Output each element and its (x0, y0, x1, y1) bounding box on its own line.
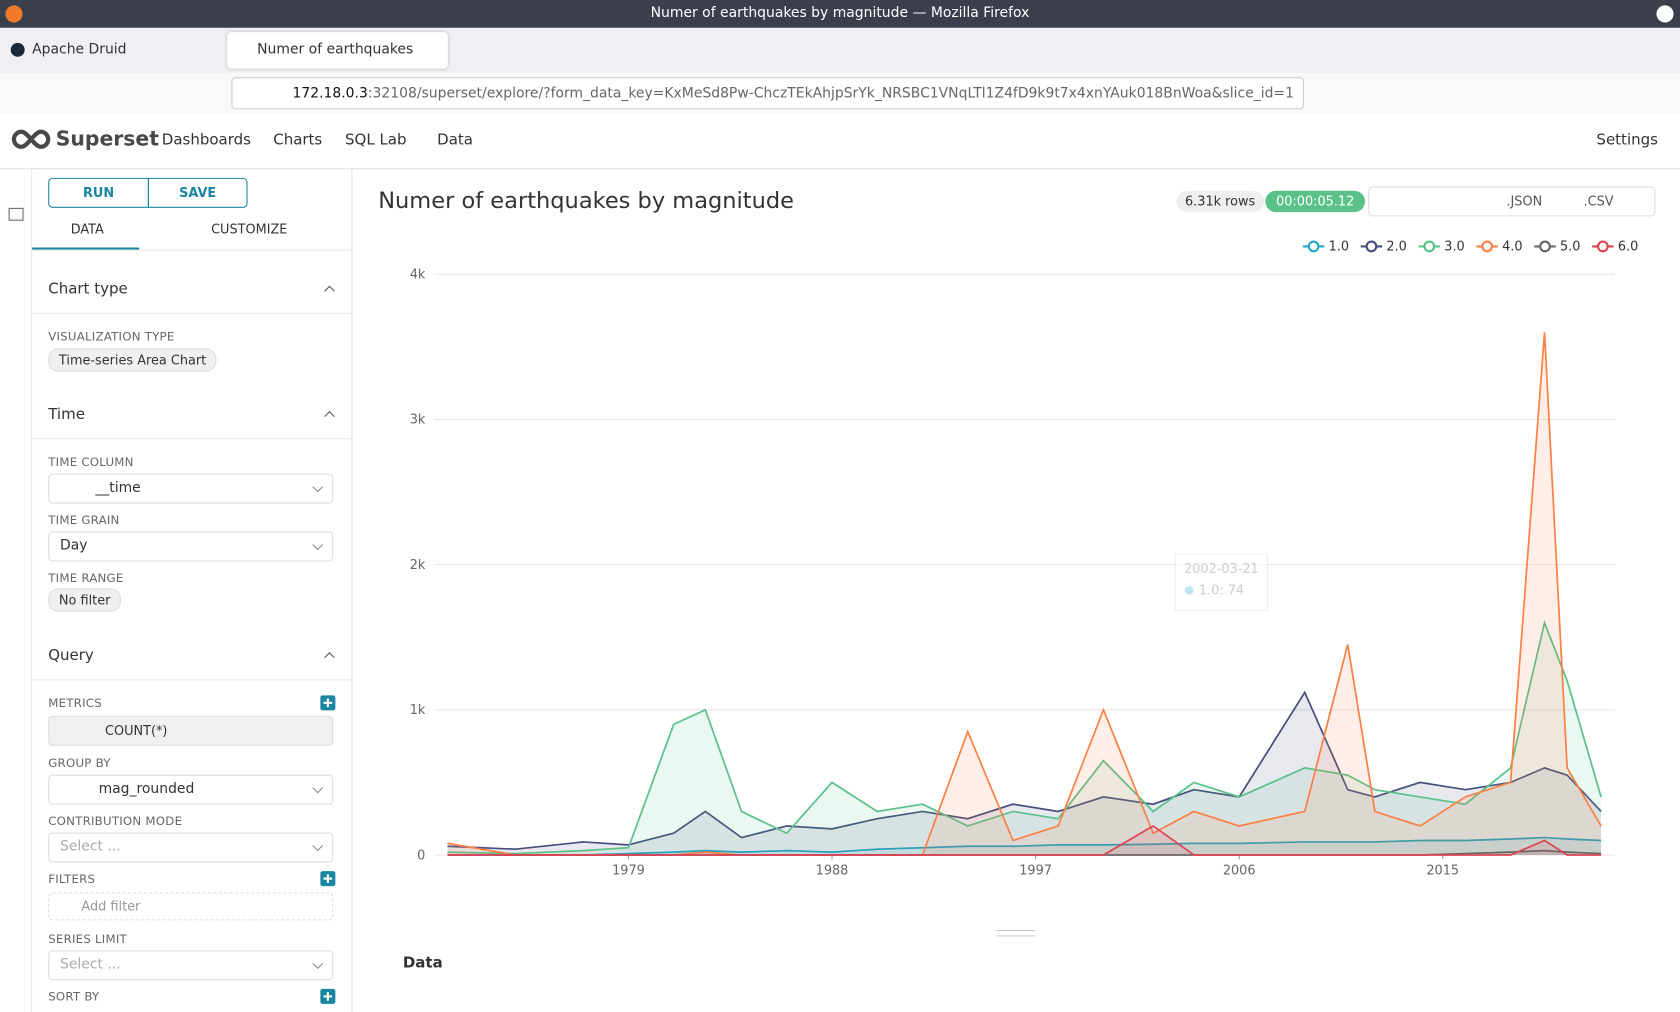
add-filter-button[interactable] (320, 871, 335, 886)
logo (10, 128, 53, 152)
field-label: GROUP BY (48, 756, 110, 770)
legend-label: 6.0 (1618, 240, 1638, 255)
url-host: 172.18.0.3 (293, 86, 368, 102)
tooltip-date: 2002-03-21 (1184, 562, 1259, 577)
row-count: 6.31k rows (1176, 191, 1263, 212)
nav-item[interactable]: SQL Lab (345, 132, 407, 149)
section-title[interactable]: Query (48, 647, 94, 664)
app-nav: Superset Dashboards Charts SQL Lab Data … (0, 114, 1680, 170)
tab-title: Apache Druid (32, 42, 126, 58)
viz-type[interactable]: Time-series Area Chart (48, 348, 217, 372)
nav-item[interactable]: Data (437, 132, 473, 149)
window-title: Numer of earthquakes by magnitude — Mozi… (0, 5, 1680, 21)
url-bar[interactable]: 172.18.0.3:32108/superset/explore/?form_… (231, 77, 1304, 109)
panel-tab[interactable]: DATA (71, 222, 104, 237)
field-label: TIME RANGE (48, 571, 123, 585)
field-label: CONTRIBUTION MODE (48, 814, 182, 828)
nav-item[interactable]: Charts (273, 132, 322, 149)
legend-label: 2.0 (1386, 240, 1406, 255)
section-title[interactable]: Chart type (48, 281, 128, 298)
y-tick-label: 4k (410, 268, 426, 283)
field-label: SERIES LIMIT (48, 932, 127, 946)
action-buttons: .JSON .CSV (1368, 186, 1655, 216)
x-tick-label: 2015 (1426, 863, 1459, 878)
tab-bar: Apache Druid Numer of earthquakes by mag… (0, 28, 1680, 73)
close-window[interactable] (1656, 5, 1673, 22)
x-tick-label: 1979 (612, 863, 645, 878)
legend-marker (1424, 242, 1434, 252)
tab-title: Numer of earthquakes by magnitude (257, 42, 418, 58)
resize-handle[interactable] (996, 930, 1035, 936)
dataset-icon[interactable] (9, 208, 24, 221)
time-column-select[interactable]: __time (48, 474, 333, 504)
brand[interactable]: Superset (56, 128, 159, 152)
legend-marker (1482, 242, 1492, 252)
save-button[interactable]: SAVE (148, 178, 248, 208)
series-line (448, 332, 1602, 855)
export-csv[interactable]: .CSV (1584, 194, 1614, 209)
add-filter[interactable]: Add filter (48, 893, 333, 921)
add-metric[interactable] (320, 695, 335, 710)
metric[interactable]: COUNT(*) (48, 716, 333, 746)
time-grain-select[interactable]: Day (48, 531, 333, 561)
legend-marker (1598, 242, 1608, 252)
legend-marker (1540, 242, 1550, 252)
x-tick-label: 1997 (1019, 863, 1052, 878)
chart-title[interactable]: Numer of earthquakes by magnitude (378, 188, 794, 214)
x-tick-label: 2006 (1223, 863, 1256, 878)
series-limit-select[interactable]: Select ... (48, 950, 333, 980)
panel-tab[interactable]: CUSTOMIZE (211, 222, 287, 237)
chart: 0 1k 2k 3k 4k 1979 1988 1997 2006 2015 1.0 2.0 3.0 4.… (354, 230, 1680, 894)
active-tab[interactable]: Numer of earthquakes by magnitude (227, 32, 448, 68)
field-label: TIME COLUMN (48, 455, 133, 469)
title-bar: Numer of earthquakes by magnitude — Mozi… (0, 0, 1680, 28)
legend-label: 4.0 (1502, 240, 1522, 255)
field-label: FILTERS (48, 872, 95, 886)
section-title[interactable]: Time (48, 406, 85, 423)
group-by[interactable]: mag_rounded (48, 775, 333, 805)
legend-label: 3.0 (1444, 240, 1464, 255)
settings-menu[interactable]: Settings (1596, 132, 1658, 149)
nav-item[interactable]: Dashboards (162, 132, 251, 149)
url-path: :32108/superset/explore/?form_data_key=K… (368, 86, 1294, 102)
field-label: VISUALIZATION TYPE (48, 330, 174, 344)
y-tick-label: 1k (410, 703, 426, 718)
y-tick-label: 2k (410, 558, 426, 573)
tooltip-value: 1.0: 74 (1199, 584, 1244, 599)
add-sort[interactable] (320, 989, 335, 1004)
legend-marker (1367, 242, 1377, 252)
query-duration: 00:00:05.12 (1265, 191, 1365, 212)
y-tick-label: 0 (417, 848, 425, 863)
side-strip (0, 169, 32, 1012)
url: 172.18.0.3:32108/superset/explore/?form_… (293, 86, 1294, 102)
nav-toolbar: 172.18.0.3:32108/superset/explore/?form_… (0, 73, 1680, 115)
y-tick-label: 3k (410, 413, 426, 428)
tooltip-dot (1185, 586, 1194, 595)
data-toggle[interactable]: Data (403, 955, 443, 972)
legend-marker (1309, 242, 1319, 252)
tab-icon (11, 43, 25, 57)
contribution-select[interactable]: Select ... (48, 833, 333, 863)
tab[interactable]: Apache Druid (0, 32, 223, 68)
export-json[interactable]: .JSON (1506, 194, 1542, 209)
legend-label: 1.0 (1329, 240, 1349, 255)
field-label: TIME GRAIN (48, 513, 119, 527)
run-button[interactable]: RUN (48, 178, 149, 208)
legend-label: 5.0 (1560, 240, 1580, 255)
x-tick-label: 1988 (816, 863, 849, 878)
field-label: SORT BY (48, 990, 99, 1004)
series-area (448, 332, 1602, 855)
field-label: METRICS (48, 696, 102, 710)
time-range[interactable]: No filter (48, 588, 121, 612)
